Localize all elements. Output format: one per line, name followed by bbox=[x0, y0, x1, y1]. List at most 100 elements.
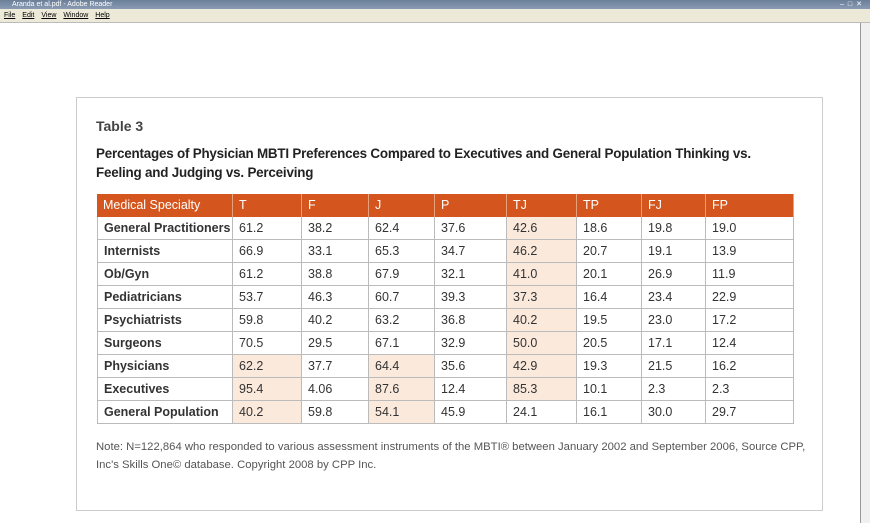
data-cell: 10.1 bbox=[577, 378, 642, 401]
row-label: Psychiatrists bbox=[97, 309, 233, 332]
data-cell: 4.06 bbox=[302, 378, 369, 401]
data-cell: 12.4 bbox=[435, 378, 507, 401]
data-cell: 18.6 bbox=[577, 217, 642, 240]
header-cell: P bbox=[435, 194, 507, 217]
table-frame bbox=[76, 97, 823, 511]
data-cell: 87.6 bbox=[369, 378, 435, 401]
data-cell: 42.6 bbox=[507, 217, 577, 240]
data-cell: 34.7 bbox=[435, 240, 507, 263]
row-label: General Population bbox=[97, 401, 233, 424]
menu-item[interactable]: Window bbox=[63, 12, 89, 19]
data-cell: 63.2 bbox=[369, 309, 435, 332]
data-cell: 59.8 bbox=[302, 401, 369, 424]
data-cell: 53.7 bbox=[233, 286, 302, 309]
data-cell: 38.2 bbox=[302, 217, 369, 240]
data-cell: 70.5 bbox=[233, 332, 302, 355]
document-page bbox=[0, 23, 860, 523]
data-cell: 20.1 bbox=[577, 263, 642, 286]
menu-item[interactable]: Help bbox=[95, 12, 110, 19]
header-cell: TP bbox=[577, 194, 642, 217]
menu-item[interactable]: File bbox=[4, 12, 16, 19]
data-cell: 61.2 bbox=[233, 263, 302, 286]
header-cell: F bbox=[302, 194, 369, 217]
data-cell: 2.3 bbox=[642, 378, 706, 401]
data-cell: 23.0 bbox=[642, 309, 706, 332]
data-cell: 41.0 bbox=[507, 263, 577, 286]
data-cell: 19.3 bbox=[577, 355, 642, 378]
data-cell: 40.2 bbox=[302, 309, 369, 332]
window-controls[interactable]: –□✕ bbox=[840, 1, 866, 8]
data-cell: 42.9 bbox=[507, 355, 577, 378]
header-cell: J bbox=[369, 194, 435, 217]
menu-item[interactable]: View bbox=[41, 12, 57, 19]
window-title: Aranda et al.pdf - Adobe Reader bbox=[12, 1, 113, 8]
table-label: Table 3 bbox=[96, 118, 144, 134]
data-cell: 17.2 bbox=[706, 309, 794, 332]
data-cell: 20.7 bbox=[577, 240, 642, 263]
row-label: Physicians bbox=[97, 355, 233, 378]
data-cell: 67.9 bbox=[369, 263, 435, 286]
data-cell: 26.9 bbox=[642, 263, 706, 286]
header-cell: T bbox=[233, 194, 302, 217]
menu-item[interactable]: Edit bbox=[22, 12, 35, 19]
data-cell: 35.6 bbox=[435, 355, 507, 378]
data-cell: 37.3 bbox=[507, 286, 577, 309]
data-cell: 32.9 bbox=[435, 332, 507, 355]
data-cell: 19.8 bbox=[642, 217, 706, 240]
data-cell: 60.7 bbox=[369, 286, 435, 309]
data-cell: 17.1 bbox=[642, 332, 706, 355]
data-cell: 50.0 bbox=[507, 332, 577, 355]
data-cell: 67.1 bbox=[369, 332, 435, 355]
data-cell: 11.9 bbox=[706, 263, 794, 286]
data-cell: 29.7 bbox=[706, 401, 794, 424]
data-cell: 62.2 bbox=[233, 355, 302, 378]
row-label: Pediatricians bbox=[97, 286, 233, 309]
data-cell: 45.9 bbox=[435, 401, 507, 424]
data-cell: 65.3 bbox=[369, 240, 435, 263]
data-cell: 40.2 bbox=[233, 401, 302, 424]
data-cell: 16.4 bbox=[577, 286, 642, 309]
header-cell: TJ bbox=[507, 194, 577, 217]
data-cell: 61.2 bbox=[233, 217, 302, 240]
row-label: Ob/Gyn bbox=[97, 263, 233, 286]
row-label: General Practitioners bbox=[97, 217, 233, 240]
note-line: Note: N=122,864 who responded to various… bbox=[96, 441, 806, 453]
row-label: Surgeons bbox=[97, 332, 233, 355]
data-cell: 85.3 bbox=[507, 378, 577, 401]
data-cell: 46.3 bbox=[302, 286, 369, 309]
data-cell: 36.8 bbox=[435, 309, 507, 332]
data-cell: 12.4 bbox=[706, 332, 794, 355]
data-cell: 46.2 bbox=[507, 240, 577, 263]
data-cell: 40.2 bbox=[507, 309, 577, 332]
data-cell: 20.5 bbox=[577, 332, 642, 355]
data-cell: 24.1 bbox=[507, 401, 577, 424]
data-cell: 23.4 bbox=[642, 286, 706, 309]
header-cell: FJ bbox=[642, 194, 706, 217]
data-cell: 19.0 bbox=[706, 217, 794, 240]
data-cell: 38.8 bbox=[302, 263, 369, 286]
note-line: Inc's Skills One© database. Copyright 20… bbox=[96, 459, 377, 471]
data-cell: 16.2 bbox=[706, 355, 794, 378]
data-cell: 54.1 bbox=[369, 401, 435, 424]
caption-line: Feeling and Judging vs. Perceiving bbox=[96, 165, 314, 180]
row-label: Internists bbox=[97, 240, 233, 263]
data-cell: 32.1 bbox=[435, 263, 507, 286]
data-cell: 2.3 bbox=[706, 378, 794, 401]
data-cell: 33.1 bbox=[302, 240, 369, 263]
data-cell: 37.6 bbox=[435, 217, 507, 240]
data-cell: 37.7 bbox=[302, 355, 369, 378]
caption-line: Percentages of Physician MBTI Preference… bbox=[96, 146, 751, 161]
data-cell: 19.1 bbox=[642, 240, 706, 263]
data-cell: 19.5 bbox=[577, 309, 642, 332]
menu-bar: File Edit View Window Help bbox=[0, 9, 870, 23]
title-bar: Aranda et al.pdf - Adobe Reader –□✕ bbox=[0, 0, 870, 9]
scrollbar[interactable] bbox=[860, 23, 870, 523]
data-cell: 62.4 bbox=[369, 217, 435, 240]
data-cell: 30.0 bbox=[642, 401, 706, 424]
data-cell: 22.9 bbox=[706, 286, 794, 309]
data-cell: 59.8 bbox=[233, 309, 302, 332]
data-cell: 16.1 bbox=[577, 401, 642, 424]
data-cell: 64.4 bbox=[369, 355, 435, 378]
row-label: Executives bbox=[97, 378, 233, 401]
